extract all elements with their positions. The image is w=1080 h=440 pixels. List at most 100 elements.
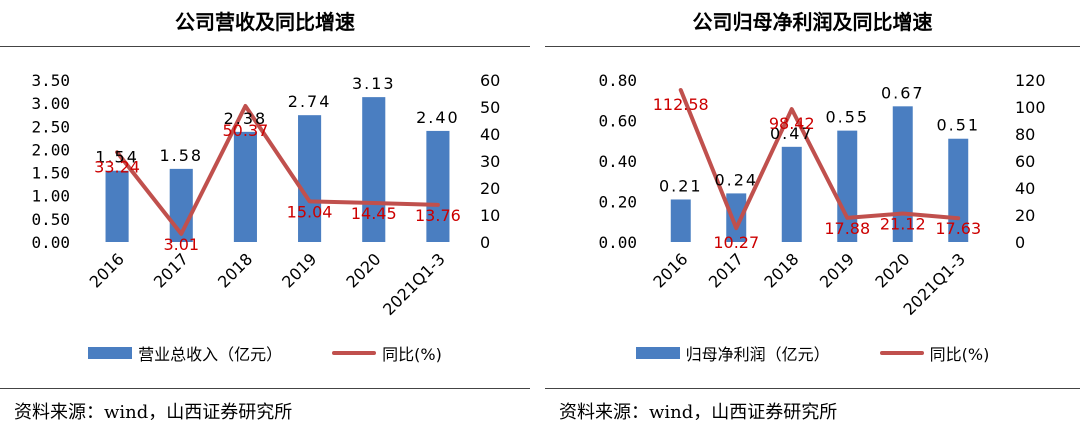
bar: [426, 130, 450, 242]
title-divider: [0, 46, 530, 47]
category-label: 2021Q1-3: [379, 249, 449, 319]
legend-bar-label: 归母净利润（亿元）: [685, 345, 830, 364]
bar-value-label: 0.67: [881, 83, 925, 102]
bar-value-label: 2.38: [224, 109, 268, 128]
left-axis-tick-label: 0.20: [598, 193, 637, 212]
legend-line-swatch: [332, 351, 377, 355]
title-divider: [545, 46, 1080, 47]
growth-value-label: 13.76: [415, 206, 461, 225]
legend-item-line: 同比(%): [332, 341, 442, 365]
category-label: 2018: [760, 249, 802, 291]
growth-point: [179, 232, 183, 236]
growth-line: [678, 88, 961, 231]
growth-value-label: 112.58: [653, 95, 709, 114]
right-axis-tick-label: 60: [480, 71, 500, 90]
right-axis-tick-label: 80: [1015, 125, 1035, 144]
growth-point: [901, 211, 905, 215]
growth-value-label: 14.45: [351, 204, 397, 223]
left-axis-tick-label: 0.80: [598, 71, 637, 90]
category-label: 2017: [705, 249, 747, 291]
growth-value-label: 21.12: [880, 214, 926, 233]
left-axis-tick-label: 0.00: [31, 233, 70, 252]
bar: [298, 115, 322, 242]
left-axis-tick-label: 0.60: [598, 112, 637, 131]
left-axis-tick-label: 1.50: [31, 164, 70, 183]
source-divider: [0, 388, 530, 389]
legend-line-label: 同比(%): [929, 345, 990, 364]
right-axis-tick-label: 40: [480, 125, 500, 144]
growth-point: [845, 216, 849, 220]
bar: [781, 146, 802, 242]
category-label: 2020: [871, 249, 913, 291]
bar: [105, 170, 129, 242]
category-label: 2019: [278, 249, 320, 291]
chart-title: 公司营收及同比增速: [175, 10, 355, 34]
revenue-chart: 0.00 0.50 1.00 1.50 2.00 2.50 3.00 3.50 0 10 20 30 4…: [31, 71, 500, 319]
growth-value-label: 98.42: [769, 114, 815, 133]
bar-value-label: 2.40: [416, 108, 460, 127]
legend-line-label: 同比(%): [382, 345, 442, 364]
growth-point: [679, 88, 683, 92]
bar-value-label: 1.54: [95, 148, 139, 167]
growth-value-label: 15.04: [287, 202, 333, 221]
right-axis-tick-label: 30: [480, 152, 500, 171]
growth-point: [790, 107, 794, 111]
net-profit-chart-panel: 公司归母净利润及同比增速 0.00 0.20 0.40 0.60 0.80 0 20 40 60…: [545, 0, 1080, 440]
chart-legend: 营业总收入（亿元） 同比(%): [0, 340, 530, 366]
legend-item-line: 同比(%): [879, 341, 990, 365]
source-note: 资料来源：wind，山西证券研究所: [14, 402, 293, 423]
category-label: 2018: [214, 249, 256, 291]
right-axis-tick-label: 10: [480, 206, 500, 225]
right-axis-tick-label: 0: [1015, 233, 1025, 252]
growth-value-label: 50.37: [223, 121, 269, 140]
growth-value-label: 33.24: [94, 157, 140, 176]
legend-bar-label: 营业总收入（亿元）: [138, 345, 283, 364]
bar: [233, 131, 257, 242]
legend-item-bar: 归母净利润（亿元）: [635, 341, 830, 365]
growth-point: [372, 201, 376, 205]
chart-title: 公司归母净利润及同比增速: [692, 10, 933, 34]
right-axis-tick-label: 50: [480, 98, 500, 117]
chart-legend: 归母净利润（亿元） 同比(%): [545, 340, 1080, 366]
bar: [670, 199, 691, 242]
right-axis-tick-label: 100: [1015, 98, 1046, 117]
growth-point: [734, 226, 738, 230]
bar-value-label: 0.21: [659, 176, 703, 195]
right-axis-tick-label: 20: [1015, 206, 1035, 225]
growth-value-label: 17.63: [935, 219, 981, 238]
category-label: 2020: [342, 249, 384, 291]
bar-value-label: 0.55: [825, 108, 869, 127]
left-axis-tick-label: 0.50: [31, 210, 70, 229]
legend-bar-swatch: [88, 347, 133, 359]
left-axis-tick-label: 1.00: [31, 187, 70, 206]
right-axis-tick-label: 60: [1015, 152, 1035, 171]
net-profit-chart: 0.00 0.20 0.40 0.60 0.80 0 20 40 60 80 100 120 0.21 0…: [598, 71, 1046, 319]
bar-value-label: 0.51: [936, 116, 980, 135]
bar: [362, 97, 386, 242]
revenue-chart-panel: 公司营收及同比增速 0.00 0.50 1.00 1.50 2.00 2.50 3.00 3.…: [0, 0, 530, 440]
left-axis-tick-label: 2.50: [31, 117, 70, 136]
left-axis-tick-label: 3.50: [31, 71, 70, 90]
source-note: 资料来源：wind，山西证券研究所: [559, 402, 838, 423]
left-axis-tick-label: 3.00: [31, 94, 70, 113]
bar: [837, 130, 858, 242]
growth-point: [115, 150, 119, 154]
category-label: 2016: [649, 249, 691, 291]
left-axis-tick-label: 0.00: [598, 233, 637, 252]
growth-value-label: 3.01: [163, 235, 199, 254]
category-label: 2016: [86, 249, 128, 291]
bar-value-label: 1.58: [159, 146, 203, 165]
bar-value-label: 3.13: [352, 74, 396, 93]
left-axis-tick-label: 2.00: [31, 140, 70, 159]
source-divider: [545, 388, 1080, 389]
growth-point: [436, 203, 440, 207]
right-axis-tick-label: 0: [480, 233, 490, 252]
bar: [726, 193, 747, 242]
bar-value-label: 0.47: [770, 124, 814, 143]
growth-point: [956, 216, 960, 220]
right-axis-tick-label: 40: [1015, 179, 1035, 198]
right-axis-tick-label: 120: [1015, 71, 1046, 90]
bar-value-label: 0.24: [714, 170, 758, 189]
legend-bar-swatch: [635, 347, 680, 359]
category-label: 2019: [816, 249, 858, 291]
